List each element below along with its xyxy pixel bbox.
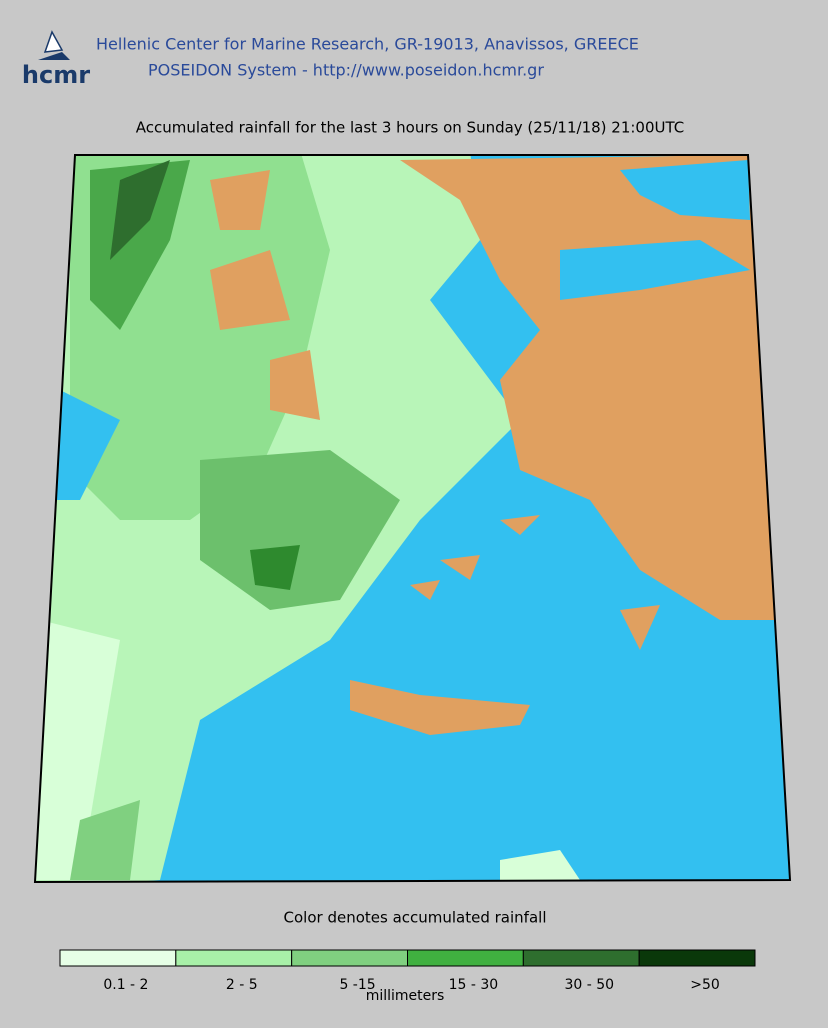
legend-caption: Color denotes accumulated rainfall	[284, 909, 547, 927]
legend-label: >50	[690, 977, 720, 993]
legend-label: 0.1 - 2	[103, 977, 148, 993]
legend-label: 30 - 50	[564, 977, 614, 993]
map-title: Accumulated rainfall for the last 3 hour…	[136, 119, 685, 137]
map	[33, 154, 792, 884]
header-line: Hellenic Center for Marine Research, GR-…	[96, 35, 639, 54]
legend-unit: millimeters	[366, 988, 445, 1004]
legend-swatch	[291, 949, 408, 967]
legend-label: 2 - 5	[226, 977, 258, 993]
logo-text: hcmr	[22, 61, 90, 89]
legend-label: 5 -15	[339, 977, 375, 993]
logo: hcmr	[22, 30, 90, 89]
legend-swatch	[175, 949, 293, 967]
legend-swatch	[407, 949, 524, 967]
header-line: POSEIDON System - http://www.poseidon.hc…	[148, 61, 544, 80]
legend-swatch	[638, 949, 756, 967]
legend-label: 15 - 30	[449, 977, 499, 993]
legend-swatch	[59, 949, 177, 967]
legend: 0.1 - 2 2 - 5 5 -15 15 - 30 30 - 50 >50	[59, 949, 756, 993]
legend-swatch	[522, 949, 640, 967]
